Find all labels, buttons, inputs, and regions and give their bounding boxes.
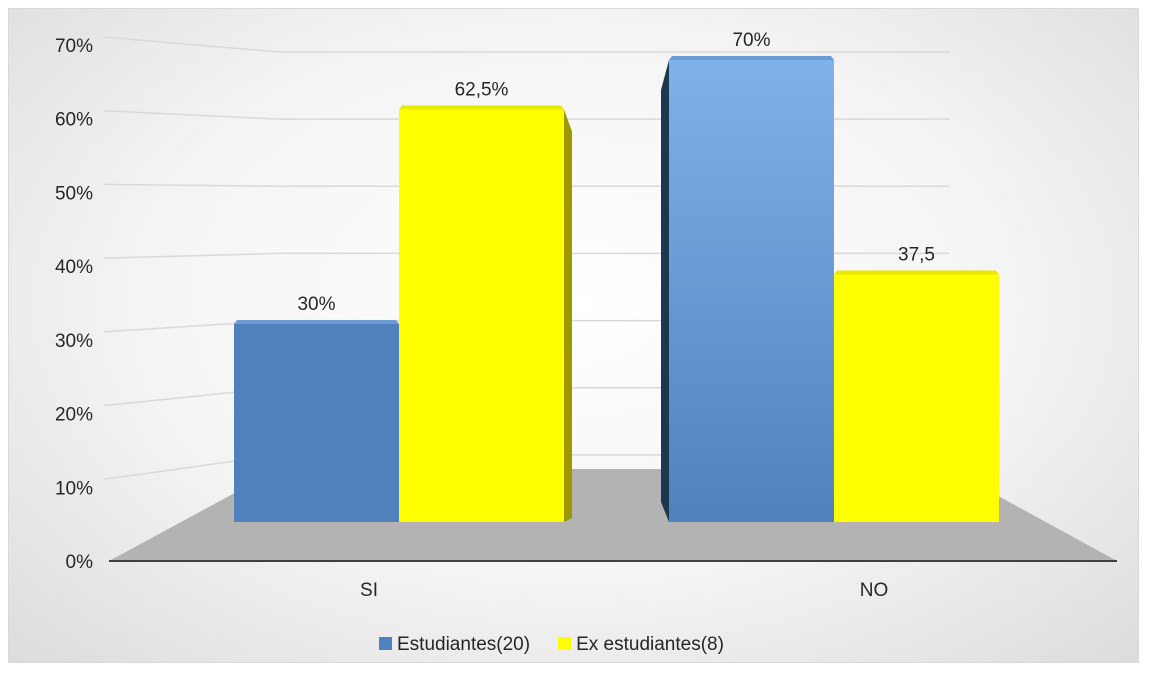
bar-side <box>661 60 669 522</box>
bar-top <box>834 270 999 275</box>
bar-top <box>234 320 399 324</box>
gridline-side <box>103 36 280 53</box>
legend: Estudiantes(20) Ex estudiantes(8) <box>379 634 724 655</box>
y-axis-tick-labels: 0% 10% 20% 30% 40% 50% 60% 70% <box>55 36 93 573</box>
gridline-side <box>103 183 280 188</box>
legend-swatch <box>379 637 392 650</box>
gridline-side <box>103 252 280 259</box>
bar-top <box>669 56 834 60</box>
category-label: SI <box>360 580 378 601</box>
y-tick-label: 70% <box>55 36 93 57</box>
y-tick-label: 10% <box>55 478 93 499</box>
gridline-side <box>103 109 280 120</box>
legend-label: Ex estudiantes(8) <box>576 634 724 655</box>
data-label: 62,5% <box>455 80 509 101</box>
data-label: 70% <box>732 30 770 51</box>
bars <box>234 56 999 522</box>
y-tick-label: 40% <box>55 257 93 278</box>
bar-chart: 0%10%20%30%40%50%60%70% 30%62,5%70%37,5 … <box>55 30 1117 655</box>
chart-frame: 0% 10% 20% 30% 40% 50% 60% 70% 30% 62,5% 70% 37,5 … <box>8 8 1139 663</box>
data-label: 30% <box>297 294 335 315</box>
y-tick-label: 30% <box>55 331 93 352</box>
data-labels: 30% 62,5% 70% 37,5 <box>297 30 935 315</box>
legend-swatch <box>558 637 572 650</box>
bar-top <box>399 105 564 110</box>
y-tick-label: 60% <box>55 110 93 131</box>
bar-no-estudiantes <box>669 60 834 522</box>
bar-side <box>564 109 572 522</box>
y-tick-label: 20% <box>55 405 93 426</box>
y-tick-label: 0% <box>66 552 94 573</box>
bar-si-ex-estudiantes <box>399 109 564 522</box>
data-label: 37,5 <box>898 245 935 266</box>
y-tick-label: 50% <box>55 183 93 204</box>
legend-label: Estudiantes(20) <box>397 634 530 655</box>
bar-si-estudiantes <box>234 324 399 522</box>
bar-no-ex-estudiantes <box>834 274 999 522</box>
category-labels: SI NO <box>360 580 888 601</box>
category-label: NO <box>860 580 889 601</box>
